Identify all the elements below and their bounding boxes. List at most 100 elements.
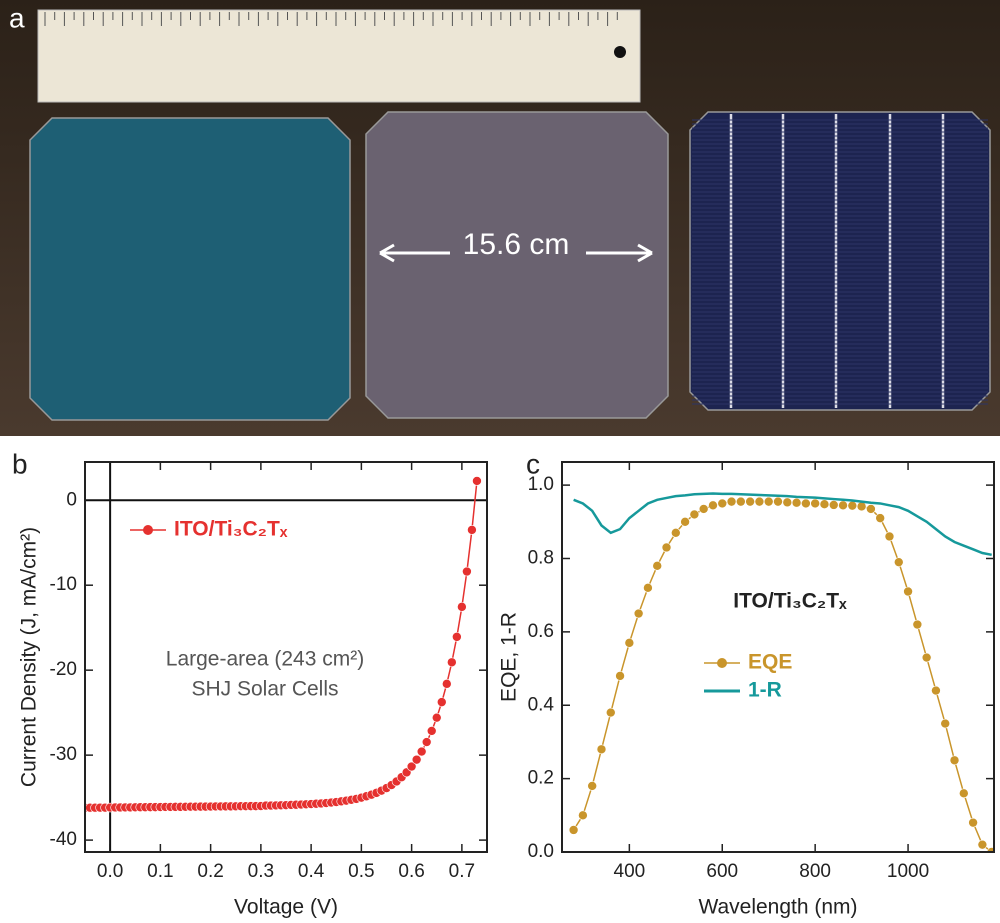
y-tick-label: -20	[50, 659, 77, 680]
legend-label: 1-R	[748, 679, 782, 702]
marker	[596, 744, 607, 755]
ruler-hole	[614, 46, 626, 58]
marker	[416, 746, 427, 757]
marker	[431, 712, 442, 723]
marker	[680, 517, 690, 527]
marker	[411, 754, 422, 765]
marker	[754, 496, 765, 507]
marker	[578, 810, 588, 821]
marker	[736, 496, 746, 507]
y-tick-label: -40	[50, 829, 77, 850]
marker	[884, 531, 895, 542]
x-tick-label: 0.0	[97, 861, 123, 882]
marker	[940, 718, 951, 729]
photo-annotation: 15.6 cm	[463, 228, 570, 261]
plot-frame	[84, 461, 488, 853]
marker	[773, 496, 783, 507]
marker	[828, 500, 839, 510]
y-tick-label: 0	[66, 489, 77, 510]
annotation: Large-area (243 cm²)	[166, 648, 364, 671]
marker	[968, 817, 978, 828]
marker	[977, 839, 988, 850]
x-tick-label: 0.2	[197, 861, 223, 882]
marker	[426, 726, 437, 736]
marker	[763, 496, 774, 507]
plot-area	[568, 492, 994, 852]
y-tick-label: 1.0	[528, 474, 554, 495]
marker	[903, 586, 913, 597]
marker	[921, 652, 932, 663]
marker	[801, 498, 811, 509]
legend-label: EQE	[748, 651, 792, 674]
marker	[782, 497, 793, 508]
wafer	[29, 117, 351, 421]
x-tick-label: 600	[706, 861, 738, 882]
marker	[447, 657, 457, 668]
series-line	[572, 500, 993, 852]
y-tick-label: 0.2	[528, 768, 554, 789]
y-tick-label: 0.6	[528, 621, 554, 642]
marker	[912, 619, 923, 630]
marker	[452, 632, 462, 642]
legend-label: ITO/Ti₃C₂Tₓ	[174, 518, 288, 541]
marker	[810, 498, 820, 509]
marker	[643, 583, 653, 593]
arrow	[586, 243, 653, 263]
marker	[633, 608, 644, 619]
marker	[726, 496, 737, 507]
marker	[671, 528, 681, 538]
marker	[568, 825, 579, 835]
marker	[587, 781, 597, 791]
y-axis-label: Current Density (J, mA/cm²)	[18, 527, 41, 787]
x-tick-label: 400	[614, 861, 646, 882]
x-tick-label: 1000	[887, 861, 929, 882]
marker	[866, 504, 876, 514]
x-tick-label: 0.3	[248, 861, 274, 882]
ruler	[37, 9, 641, 103]
marker	[441, 679, 452, 689]
plot-frame	[561, 461, 995, 853]
y-axis-label: EQE, 1-R	[498, 612, 521, 702]
marker	[819, 499, 830, 509]
marker	[838, 500, 848, 511]
marker	[986, 847, 994, 852]
marker	[462, 566, 472, 577]
legend-marker	[717, 658, 727, 668]
y-tick-label: 0.4	[528, 694, 555, 715]
marker	[615, 671, 625, 681]
x-tick-label: 0.1	[147, 861, 173, 882]
series-line	[573, 492, 992, 557]
marker	[436, 697, 447, 707]
x-tick-label: 0.7	[449, 861, 475, 882]
panel-label: a	[9, 2, 25, 33]
marker	[893, 557, 904, 567]
marker	[457, 602, 467, 612]
y-tick-label: -10	[50, 574, 77, 595]
panel-label: b	[12, 448, 28, 479]
panel-label: c	[526, 448, 540, 479]
wafer	[689, 111, 991, 411]
legend-marker	[143, 525, 153, 535]
marker	[708, 500, 718, 511]
marker	[472, 476, 482, 486]
marker	[745, 496, 755, 507]
marker	[406, 761, 417, 772]
x-axis-label: Wavelength (nm)	[698, 896, 857, 919]
marker	[467, 525, 477, 535]
annotation: SHJ Solar Cells	[191, 678, 338, 701]
y-tick-label: -30	[50, 744, 77, 765]
y-tick-label: 0.0	[528, 841, 554, 862]
x-tick-label: 0.4	[298, 861, 325, 882]
marker	[717, 498, 728, 509]
marker	[652, 561, 663, 571]
arrow	[379, 243, 450, 263]
marker	[689, 509, 700, 520]
marker	[624, 638, 635, 648]
marker	[847, 500, 858, 511]
marker	[698, 504, 709, 514]
marker	[421, 737, 432, 747]
wafer	[365, 111, 669, 419]
marker	[605, 707, 616, 718]
marker	[949, 755, 960, 766]
